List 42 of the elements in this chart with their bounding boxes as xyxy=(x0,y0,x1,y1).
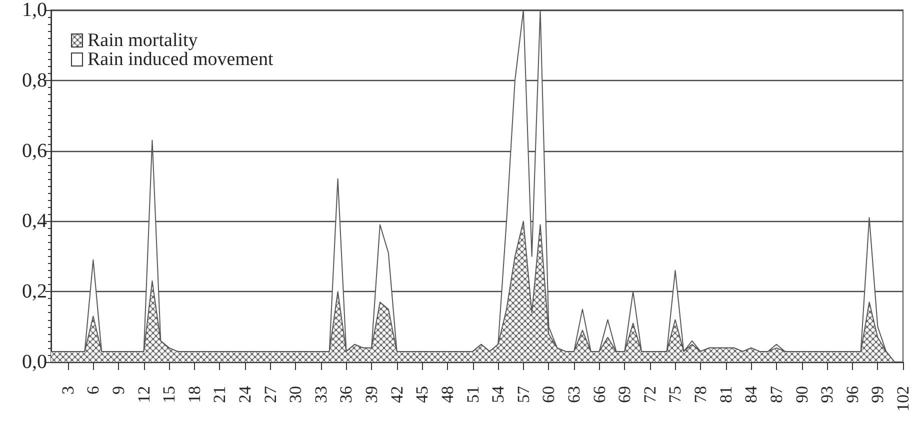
x-tick-label: 21 xyxy=(210,386,230,403)
y-tick-label: 0,2 xyxy=(22,280,47,303)
x-tick-label: 36 xyxy=(336,386,356,403)
x-tick-label: 39 xyxy=(362,386,382,403)
x-tick-label: 57 xyxy=(514,386,533,403)
x-tick-label: 96 xyxy=(842,386,862,403)
x-tick-label: 75 xyxy=(666,386,685,403)
x-tick-label: 81 xyxy=(716,386,736,403)
x-tick-label: 60 xyxy=(539,386,558,403)
x-tick-label: 93 xyxy=(818,386,837,403)
x-tick-label: 33 xyxy=(311,386,330,403)
x-tick-label: 6 xyxy=(84,386,103,394)
x-tick-label: 63 xyxy=(564,386,584,403)
x-tick-label: 9 xyxy=(108,386,128,394)
x-tick-label: 66 xyxy=(590,386,609,403)
x-tick-label: 54 xyxy=(488,386,508,403)
x-tick-label: 15 xyxy=(160,386,179,403)
x-tick-label: 30 xyxy=(286,386,306,403)
x-tick-label: 48 xyxy=(438,386,457,403)
x-tick-label: 72 xyxy=(640,386,660,403)
x-tick-label: 90 xyxy=(792,386,812,403)
x-tick-label: 18 xyxy=(184,386,204,403)
x-tick-label: 42 xyxy=(387,386,406,403)
x-tick-label: 84 xyxy=(742,386,761,403)
x-tick-label: 69 xyxy=(615,386,634,403)
y-tick-label: 0,8 xyxy=(22,69,47,92)
x-tick-label: 12 xyxy=(134,386,154,403)
x-tick-label: 3 xyxy=(58,386,78,394)
x-tick-label: 27 xyxy=(260,386,280,403)
x-tick-label: 51 xyxy=(463,386,482,403)
x-tick-label: 99 xyxy=(868,386,888,403)
legend-label: Rain induced movement xyxy=(88,49,274,70)
x-tick-label: 24 xyxy=(236,386,255,403)
y-tick-label: 0,4 xyxy=(22,210,47,232)
y-tick-label: 0,0 xyxy=(22,351,47,373)
legend-label: Rain mortality xyxy=(88,30,198,51)
x-tick-label: 87 xyxy=(766,386,786,403)
x-tick-label: 45 xyxy=(412,386,432,403)
y-tick-label: 1,0 xyxy=(22,0,47,21)
y-tick-label: 0,6 xyxy=(22,140,47,162)
x-tick-label: 78 xyxy=(691,386,710,403)
x-tick-label: 102 xyxy=(894,386,912,412)
